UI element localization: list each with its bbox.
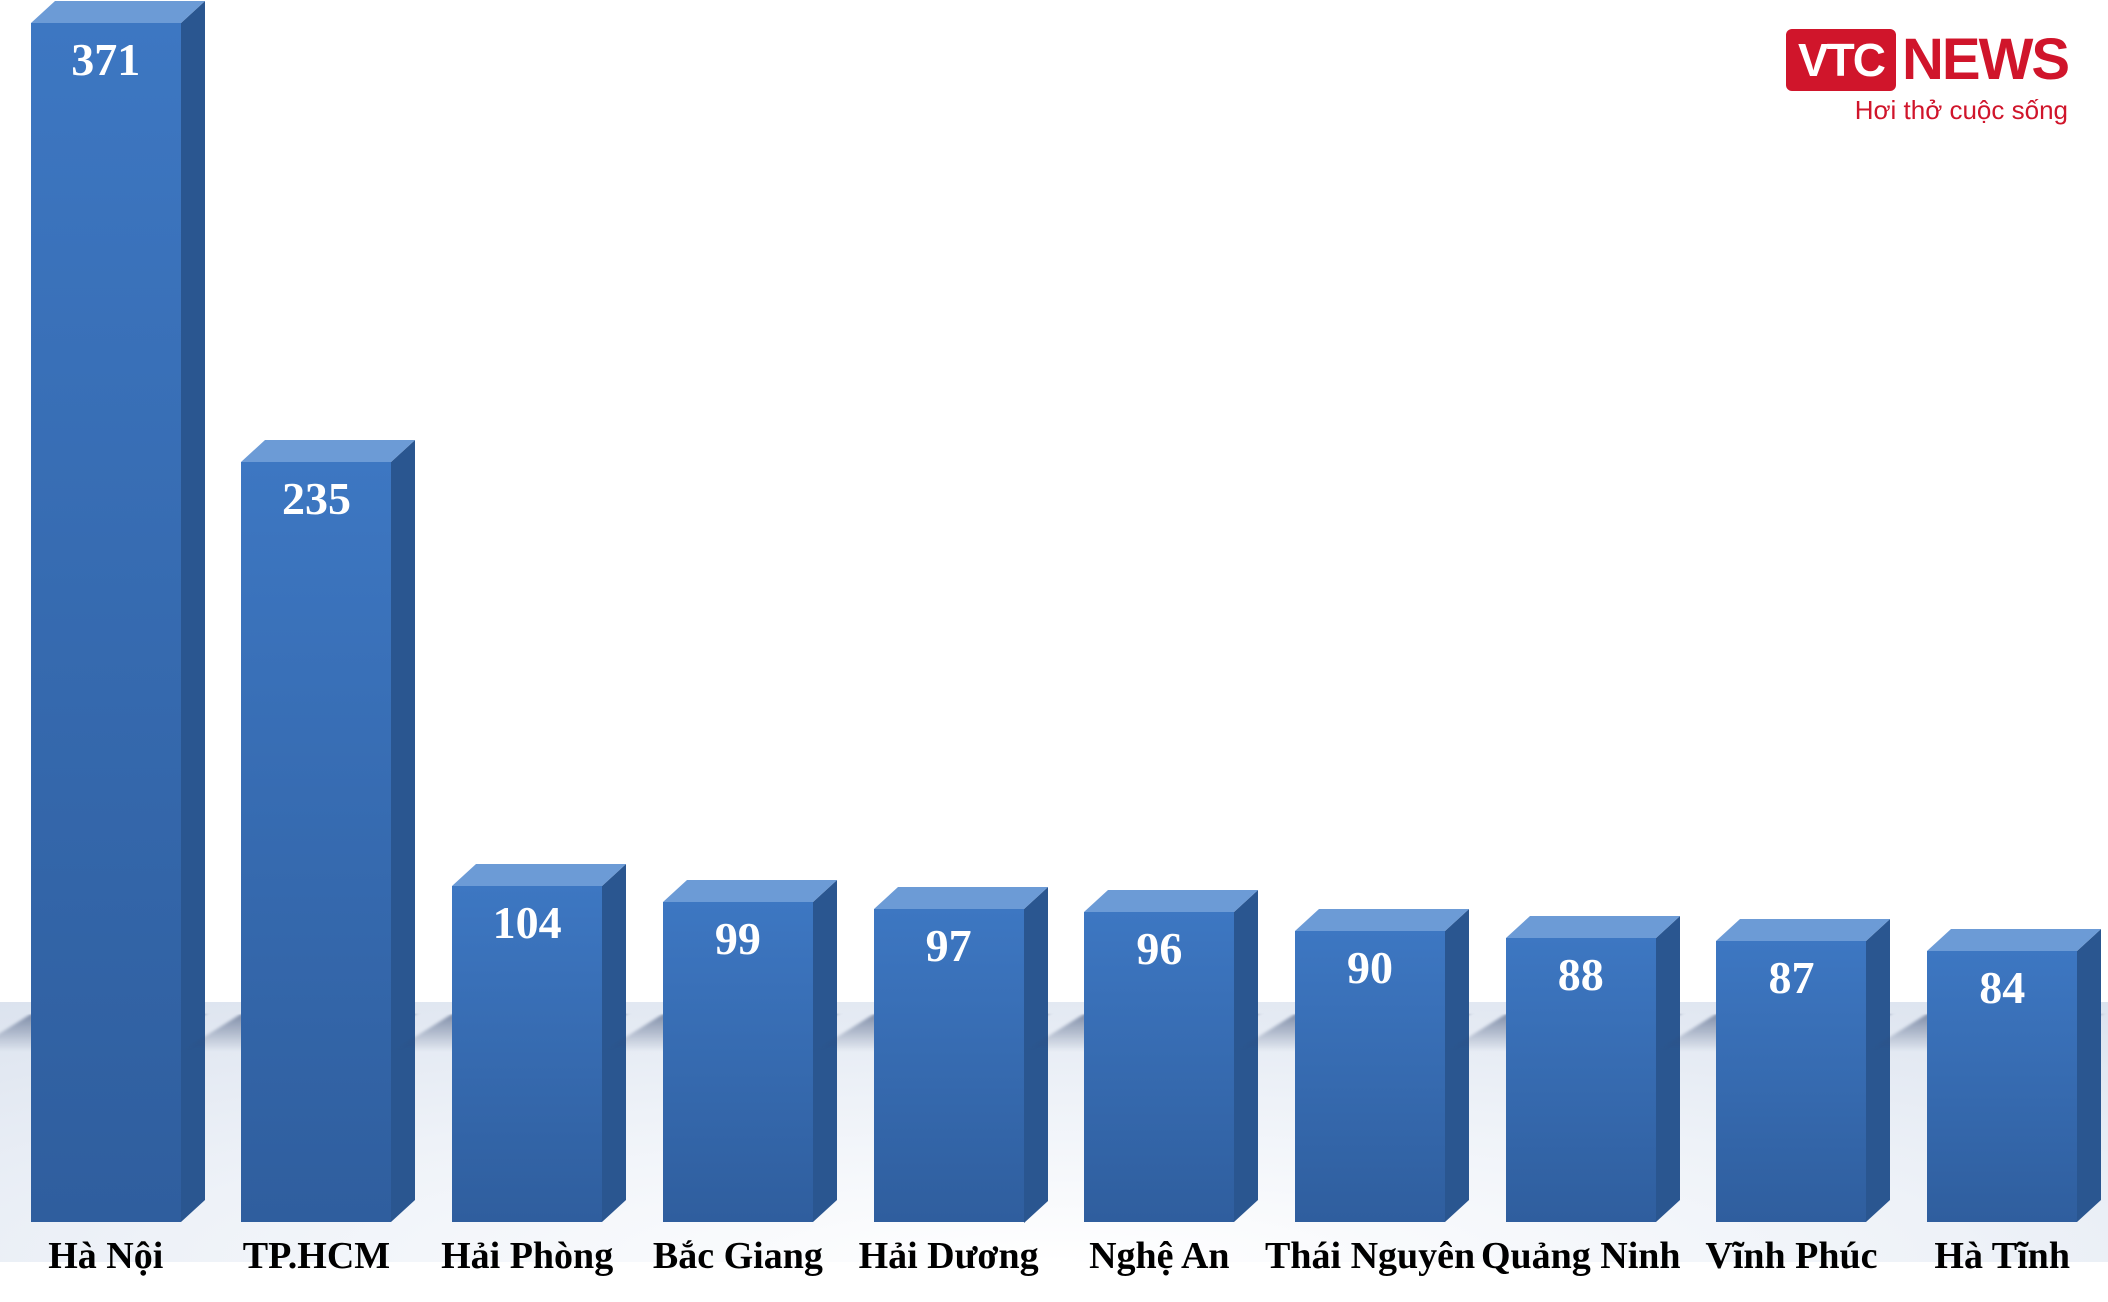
bar-value-label: 96 (1136, 922, 1182, 975)
bar: 88 (1506, 938, 1656, 1222)
bar: 97 (874, 909, 1024, 1223)
bar-top-face (874, 887, 1048, 909)
chart-stage: VTC NEWS Hơi thở cuộc sống 371 235 104 99 97… (0, 0, 2108, 1302)
logo-tagline: Hơi thở cuộc sống (1855, 95, 2068, 126)
bar-side-face (1024, 887, 1048, 1223)
bar-top-face (1716, 919, 1890, 941)
bar-value-label: 90 (1347, 941, 1393, 994)
bar-side-face (1445, 909, 1469, 1222)
bar-side-face (1656, 916, 1680, 1222)
bar-side-face (391, 440, 415, 1222)
bar-front-face (241, 462, 391, 1222)
x-axis-label: Nghệ An (1054, 1234, 1264, 1278)
bar-top-face (1506, 916, 1680, 938)
x-axis-label: Bắc Giang (633, 1234, 843, 1278)
bar-slot: 87 (1686, 10, 1896, 1222)
bar-side-face (1866, 919, 1890, 1222)
bar-slot: 104 (422, 10, 632, 1222)
bar: 235 (241, 462, 391, 1222)
bar-slot: 371 (1, 10, 211, 1222)
bar: 96 (1084, 912, 1234, 1222)
bar-value-label: 97 (926, 919, 972, 972)
bar: 99 (663, 902, 813, 1222)
bar-top-face (1927, 929, 2101, 951)
vtc-news-logo: VTC NEWS Hơi thở cuộc sống (1786, 26, 2068, 126)
bar-side-face (2077, 929, 2101, 1222)
bar-value-label: 88 (1558, 948, 1604, 1001)
bar-slot: 88 (1476, 10, 1686, 1222)
logo-vtc-badge: VTC (1786, 29, 1896, 91)
bar-top-face (241, 440, 415, 462)
bar: 104 (452, 886, 602, 1222)
bar-slot: 96 (1054, 10, 1264, 1222)
bar-side-face (602, 864, 626, 1222)
bar-value-label: 99 (715, 912, 761, 965)
bar-side-face (181, 1, 205, 1222)
x-axis-label: Hải Phòng (422, 1234, 632, 1278)
logo-news-text: NEWS (1902, 26, 2068, 93)
bar-slot: 90 (1265, 10, 1475, 1222)
bar-value-label: 87 (1768, 951, 1814, 1004)
bar-top-face (1295, 909, 1469, 931)
bar-front-face (31, 23, 181, 1222)
bar: 371 (31, 23, 181, 1222)
bar: 84 (1927, 951, 2077, 1222)
bar: 87 (1716, 941, 1866, 1222)
bar-top-face (31, 1, 205, 23)
x-axis-label: Quảng Ninh (1476, 1234, 1686, 1278)
logo-row: VTC NEWS (1786, 26, 2068, 93)
bar-value-label: 84 (1979, 961, 2025, 1014)
chart-bars-area: 371 235 104 99 97 96 90 88 87 84 (0, 10, 2108, 1222)
x-axis-label: Thái Nguyên (1265, 1234, 1475, 1278)
bar-slot: 99 (633, 10, 843, 1222)
bar-top-face (452, 864, 626, 886)
bar: 90 (1295, 931, 1445, 1222)
x-axis-label: Hải Dương (844, 1234, 1054, 1278)
x-axis-label: Vĩnh Phúc (1686, 1234, 1896, 1278)
chart-x-axis-labels: Hà NộiTP.HCMHải PhòngBắc GiangHải DươngN… (0, 1234, 2108, 1278)
x-axis-label: TP.HCM (211, 1234, 421, 1278)
bar-slot: 235 (211, 10, 421, 1222)
x-axis-label: Hà Tĩnh (1897, 1234, 2107, 1278)
bar-value-label: 371 (71, 33, 140, 86)
bar-value-label: 235 (282, 472, 351, 525)
bar-value-label: 104 (493, 896, 562, 949)
bar-slot: 97 (844, 10, 1054, 1222)
bar-side-face (813, 880, 837, 1222)
bar-side-face (1234, 890, 1258, 1222)
x-axis-label: Hà Nội (1, 1234, 211, 1278)
bar-slot: 84 (1897, 10, 2107, 1222)
bar-top-face (1084, 890, 1258, 912)
bar-top-face (663, 880, 837, 902)
